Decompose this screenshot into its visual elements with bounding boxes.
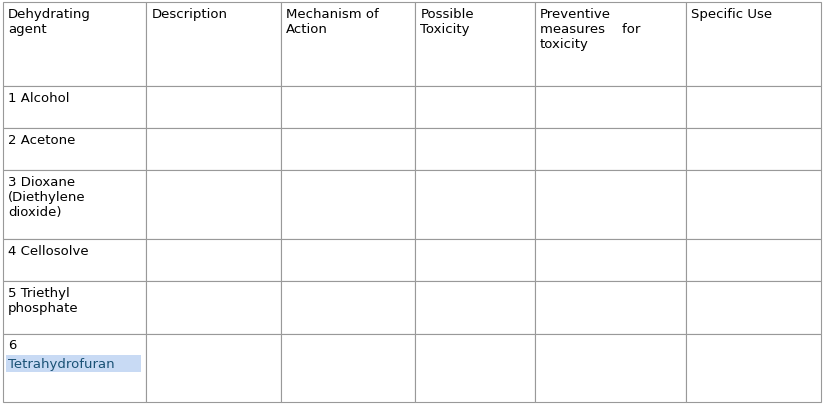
Text: Possible
Toxicity: Possible Toxicity — [420, 8, 474, 36]
Bar — [686, 239, 821, 281]
Bar — [3, 334, 147, 402]
Text: Description: Description — [152, 8, 227, 21]
Bar — [535, 171, 686, 239]
Text: Mechanism of
Action: Mechanism of Action — [286, 8, 379, 36]
Bar — [281, 334, 415, 402]
Bar — [147, 129, 281, 171]
Bar — [415, 281, 535, 334]
Bar — [147, 334, 281, 402]
Bar — [3, 239, 147, 281]
Text: 6: 6 — [8, 338, 16, 351]
Bar — [415, 239, 535, 281]
Bar — [415, 171, 535, 239]
Bar — [281, 239, 415, 281]
Bar — [535, 87, 686, 129]
Bar — [686, 87, 821, 129]
Text: 3 Dioxane
(Diethylene
dioxide): 3 Dioxane (Diethylene dioxide) — [8, 176, 86, 219]
Bar — [281, 281, 415, 334]
Bar — [3, 171, 147, 239]
Bar — [686, 129, 821, 171]
Bar — [686, 334, 821, 402]
Text: 1 Alcohol: 1 Alcohol — [8, 92, 69, 105]
Text: 4 Cellosolve: 4 Cellosolve — [8, 244, 89, 257]
Bar — [3, 3, 147, 87]
Bar — [686, 3, 821, 87]
Bar — [147, 239, 281, 281]
Bar — [147, 87, 281, 129]
Bar — [3, 281, 147, 334]
Text: Specific Use: Specific Use — [691, 8, 773, 21]
Text: 5 Triethyl
phosphate: 5 Triethyl phosphate — [8, 286, 78, 314]
Bar — [281, 3, 415, 87]
Text: Tetrahydrofuran: Tetrahydrofuran — [8, 357, 115, 370]
Bar — [281, 129, 415, 171]
Bar — [6, 355, 142, 372]
Bar — [535, 334, 686, 402]
Bar — [281, 171, 415, 239]
Bar — [3, 87, 147, 129]
Bar — [147, 281, 281, 334]
Bar — [3, 129, 147, 171]
Bar — [415, 334, 535, 402]
Bar — [281, 87, 415, 129]
Bar — [535, 281, 686, 334]
Bar — [147, 171, 281, 239]
Bar — [686, 281, 821, 334]
Text: Dehydrating
agent: Dehydrating agent — [8, 8, 91, 36]
Text: 2 Acetone: 2 Acetone — [8, 134, 75, 147]
Bar — [415, 3, 535, 87]
Bar — [415, 129, 535, 171]
Bar — [535, 129, 686, 171]
Text: Preventive
measures    for
toxicity: Preventive measures for toxicity — [540, 8, 640, 51]
Bar — [535, 239, 686, 281]
Bar — [686, 171, 821, 239]
Bar — [415, 87, 535, 129]
Bar — [535, 3, 686, 87]
Bar — [147, 3, 281, 87]
